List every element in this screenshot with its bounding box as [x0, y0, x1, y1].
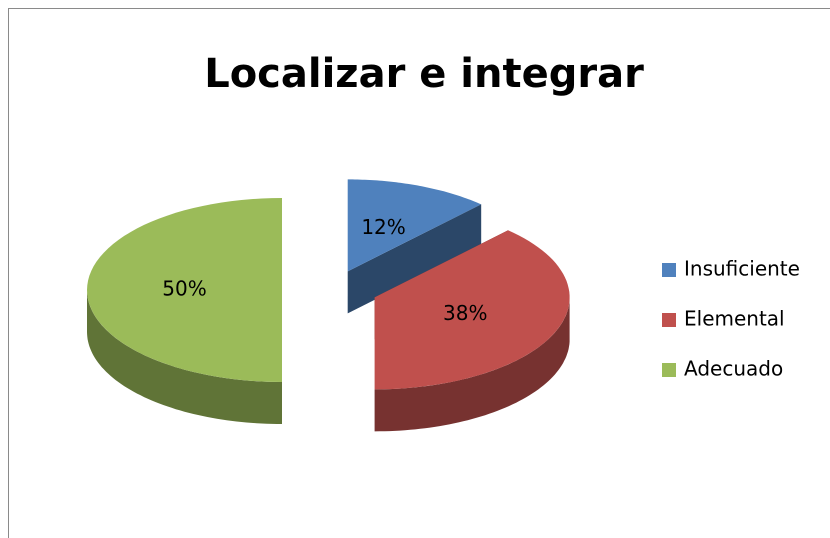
legend-swatch	[662, 263, 676, 277]
slice	[347, 179, 482, 272]
chart-title: Localizar e integrar	[204, 51, 644, 97]
slice	[87, 198, 282, 382]
data-label: 38%	[443, 301, 487, 325]
legend-label: Adecuado	[684, 357, 783, 381]
slice-wall	[87, 290, 282, 424]
data-label: 50%	[162, 277, 206, 301]
slice-wall	[374, 297, 570, 432]
legend-swatch	[662, 363, 676, 377]
legend-label: Elemental	[684, 307, 785, 331]
legend-swatch	[662, 313, 676, 327]
slice	[374, 230, 570, 390]
data-label: 12%	[361, 215, 405, 239]
legend-label: Insuficiente	[684, 257, 800, 281]
slice-side	[347, 204, 482, 314]
